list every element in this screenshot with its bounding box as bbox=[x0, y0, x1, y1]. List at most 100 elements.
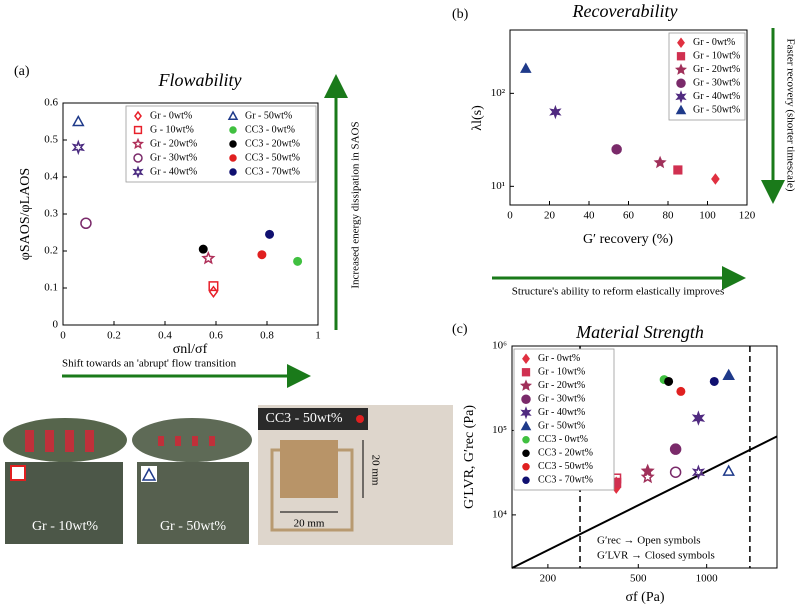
legend-box bbox=[125, 105, 317, 183]
legend-marker bbox=[522, 449, 530, 457]
legend-marker bbox=[522, 463, 530, 471]
legend-label: CC3 - 20wt% bbox=[245, 138, 300, 149]
legend-label: CC3 - 70wt% bbox=[538, 475, 593, 486]
y-tick-label: 0.1 bbox=[44, 282, 58, 294]
x-axis-label: G′ recovery (%) bbox=[583, 232, 673, 247]
legend-marker bbox=[229, 168, 237, 176]
legend-label: Gr - 20wt% bbox=[150, 138, 197, 149]
legend-label: Gr - 30wt% bbox=[693, 78, 740, 89]
y-axis-label: λl(s) bbox=[470, 105, 485, 131]
legend-label: Gr - 0wt% bbox=[538, 353, 580, 364]
legend-label: CC3 - 20wt% bbox=[538, 448, 593, 459]
legend-label: Gr - 10wt% bbox=[693, 51, 740, 62]
legend-marker bbox=[227, 110, 239, 120]
legend-label: Gr - 50wt% bbox=[693, 105, 740, 116]
x-axis-label: σnl/σf bbox=[173, 342, 208, 357]
marker bbox=[711, 173, 720, 185]
legend-label: Gr - 0wt% bbox=[693, 37, 735, 48]
annotation: Structure's ability to reform elasticall… bbox=[512, 286, 724, 298]
x-tick-label: 0.4 bbox=[158, 330, 172, 342]
marker bbox=[520, 62, 532, 73]
marker bbox=[640, 469, 655, 484]
x-tick-label: 1 bbox=[315, 330, 321, 342]
reference-line bbox=[511, 435, 778, 569]
y-axis-label: φSAOS/φLAOS bbox=[18, 168, 33, 260]
marker bbox=[691, 410, 706, 426]
y-tick-label: 10¹ bbox=[491, 180, 505, 192]
photo-label: 20 mm bbox=[369, 455, 381, 486]
y-tick-label: 0.4 bbox=[44, 171, 58, 183]
legend-label: CC3 - 0wt% bbox=[538, 434, 588, 445]
label-bg bbox=[258, 408, 368, 430]
legend-marker bbox=[132, 165, 144, 179]
y-tick-label: 0.6 bbox=[44, 97, 58, 109]
legend-label: Gr - 30wt% bbox=[538, 394, 585, 405]
x-tick-label: 0.6 bbox=[209, 330, 223, 342]
marker bbox=[669, 466, 682, 478]
x-tick-label: 0 bbox=[60, 330, 66, 342]
legend-marker bbox=[521, 368, 531, 377]
marker bbox=[80, 217, 92, 229]
legend-label: Gr - 40wt% bbox=[538, 407, 585, 418]
legend-marker bbox=[676, 78, 686, 88]
photo-label: CC3 - 50wt% bbox=[266, 411, 343, 426]
y-tick-label: 0 bbox=[53, 319, 59, 331]
legend-label: CC3 - 0wt% bbox=[245, 124, 295, 135]
x-tick-label: 0.8 bbox=[260, 330, 274, 342]
chart-title: Material Strength bbox=[575, 322, 704, 342]
legend-marker bbox=[522, 353, 530, 364]
legend-marker bbox=[520, 406, 532, 420]
legend-label: Gr - 10wt% bbox=[538, 367, 585, 378]
marker bbox=[201, 250, 216, 265]
legend-label: Gr - 40wt% bbox=[150, 166, 197, 177]
y-tick-label: 10⁴ bbox=[492, 508, 507, 520]
legend-label: Gr - 50wt% bbox=[538, 421, 585, 432]
legend-marker bbox=[521, 394, 531, 404]
legend-marker bbox=[522, 476, 530, 484]
y-tick-label: 10⁵ bbox=[492, 424, 507, 436]
legend-label: Gr - 0wt% bbox=[150, 110, 192, 121]
x-tick-label: 120 bbox=[739, 210, 756, 222]
icon bbox=[141, 467, 157, 481]
x-axis-label: σf (Pa) bbox=[625, 590, 664, 605]
panel-label: (a) bbox=[14, 64, 30, 79]
x-tick-label: 0 bbox=[507, 210, 513, 222]
photo-label: Gr - 50wt% bbox=[160, 519, 226, 534]
marker bbox=[653, 155, 667, 169]
legend-label: Gr - 40wt% bbox=[693, 91, 740, 102]
marker bbox=[676, 386, 686, 396]
legend-label: CC3 - 50wt% bbox=[245, 152, 300, 163]
marker bbox=[673, 165, 683, 175]
marker bbox=[722, 464, 735, 476]
y-axis-label: G′LVR, G′rec (Pa) bbox=[462, 405, 477, 509]
panel-label: (c) bbox=[452, 322, 468, 337]
legend-marker bbox=[133, 153, 143, 163]
x-tick-label: 20 bbox=[544, 210, 556, 222]
marker bbox=[71, 139, 86, 156]
x-tick-label: 500 bbox=[630, 573, 647, 585]
annotation: Increased energy dissipation in SAOS bbox=[350, 121, 362, 288]
chart-title: Flowability bbox=[158, 70, 242, 90]
legend-marker bbox=[133, 125, 143, 135]
icon bbox=[10, 465, 26, 481]
legend-label: Gr - 50wt% bbox=[245, 110, 292, 121]
y-tick-label: 10² bbox=[491, 87, 506, 99]
icon bbox=[356, 415, 364, 423]
legend-label: Gr - 20wt% bbox=[693, 64, 740, 75]
photo-detail bbox=[25, 430, 94, 452]
annotation: Shift towards an 'abrupt' flow transitio… bbox=[62, 358, 237, 370]
legend-marker bbox=[229, 140, 237, 148]
marker bbox=[198, 244, 208, 254]
legend-marker bbox=[675, 90, 687, 104]
marker bbox=[208, 281, 219, 292]
marker bbox=[669, 443, 682, 455]
legend-marker bbox=[229, 154, 237, 162]
photos: Gr - 10wt% Gr - 50wt% CC3 - 50wt% 20 mm … bbox=[3, 405, 453, 545]
legend-marker bbox=[134, 110, 142, 122]
legend-marker bbox=[674, 63, 688, 75]
x-tick-label: 1000 bbox=[696, 573, 719, 585]
marker bbox=[611, 144, 622, 155]
marker bbox=[549, 104, 562, 120]
marker bbox=[72, 114, 85, 127]
photo-detail bbox=[280, 440, 338, 498]
